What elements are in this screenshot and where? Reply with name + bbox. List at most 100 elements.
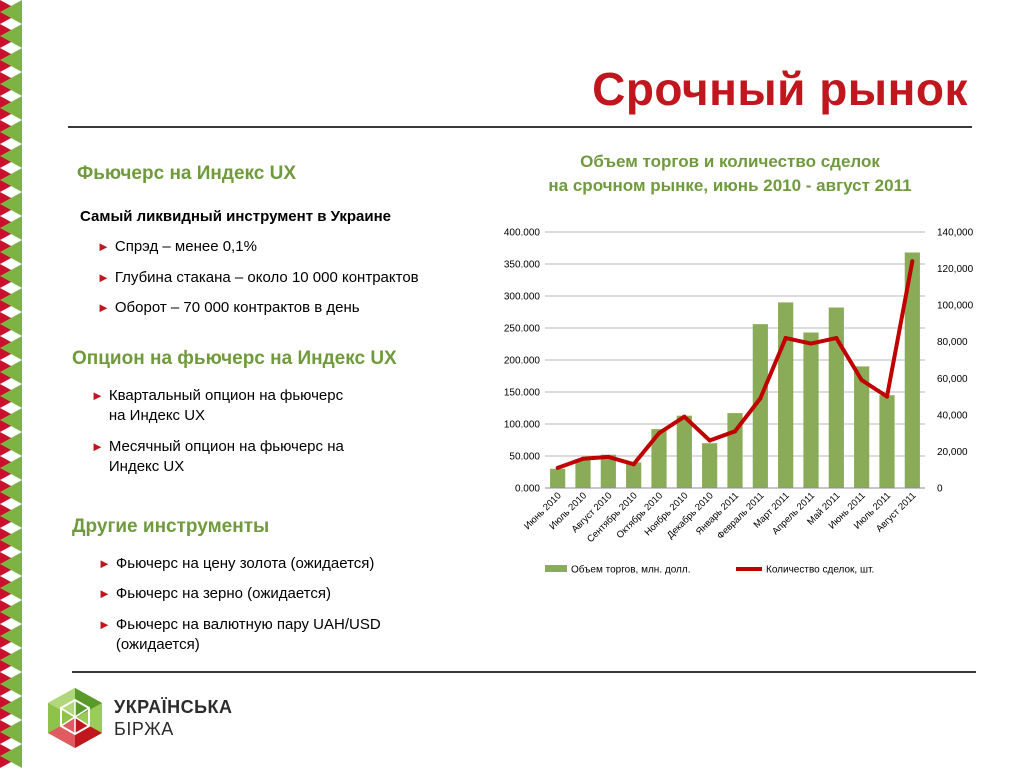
- volume-bar: [879, 395, 895, 488]
- hexagon-logo-icon: [48, 688, 102, 748]
- border-triangle-green: [0, 288, 22, 312]
- border-triangle-green: [0, 624, 22, 648]
- border-triangle-green: [0, 528, 22, 552]
- bullet-text-line: Месячный опцион на фьючерс на: [108, 438, 344, 455]
- bullet-text: Фьючерс на зерно (ожидается): [115, 585, 332, 602]
- bullet-item: ► Месячный опцион на фьючерс на Индекс U…: [91, 437, 471, 477]
- border-triangle-green: [0, 336, 22, 360]
- y-left-tick-label: 400.000: [504, 228, 541, 239]
- bullet-item: ► Спрэд – менее 0,1%: [97, 237, 477, 257]
- border-triangle-green: [0, 144, 22, 168]
- deals-count-point: [885, 394, 889, 399]
- border-triangle-green: [0, 432, 22, 456]
- bullet-arrow-icon: ►: [91, 439, 104, 454]
- y-right-tick-label: 80,000: [937, 337, 968, 348]
- chart-title-line: Объем торгов и количество сделок: [580, 152, 880, 171]
- border-triangle-green: [0, 48, 22, 72]
- section-title-index-options: Опцион на фьючерс на Индекс UX: [72, 348, 397, 369]
- bullet-text-line: Квартальный опцион на фьючерс: [108, 387, 344, 404]
- slide-title: Срочный рынок: [592, 63, 968, 115]
- decorative-border-strip: [0, 0, 22, 768]
- bullet-arrow-icon: ►: [98, 586, 111, 601]
- deals-count-point: [809, 341, 813, 346]
- volume-bar: [803, 332, 819, 488]
- section-title-index-futures: Фьючерс на Индекс UX: [77, 163, 297, 184]
- bullet-item: ► Квартальный опцион на фьючерс на Индек…: [91, 386, 471, 426]
- deals-count-point: [707, 438, 712, 443]
- bullet-arrow-icon: ►: [97, 300, 110, 315]
- volume-bar: [752, 324, 768, 488]
- y-left-tick-label: 50.000: [509, 452, 540, 463]
- y-left-tick-label: 300.000: [504, 292, 541, 303]
- border-triangle-green: [0, 600, 22, 624]
- deals-count-point: [834, 336, 839, 341]
- bullet-item: ► Глубина стакана – около 10 000 контрак…: [97, 268, 477, 288]
- bullet-arrow-icon: ►: [98, 556, 111, 571]
- bottom-divider: [72, 671, 976, 673]
- volume-deals-chart: 0.000 50.000 100.000 150.000 200.000 250.000 3…: [504, 228, 974, 576]
- legend-swatch-volume: [545, 565, 567, 572]
- y-left-tick-label: 100.000: [504, 420, 541, 431]
- volume-bar: [550, 468, 566, 488]
- exchange-logo: УКРАЇНСЬКА БІРЖА: [44, 684, 244, 754]
- border-triangle-green: [0, 96, 22, 120]
- bullet-text: Квартальный опцион на фьючерс на Индекс …: [109, 386, 343, 426]
- deals-count-point: [783, 336, 788, 341]
- volume-bar: [676, 415, 692, 488]
- border-triangle-green: [0, 696, 22, 720]
- deals-count-point: [910, 259, 915, 264]
- volume-bar: [778, 302, 794, 488]
- deals-count-point: [682, 414, 687, 419]
- bullet-text-line: Фьючерс на валютную пару UAH/USD: [115, 616, 381, 633]
- border-triangle-green: [0, 216, 22, 240]
- volume-bar: [626, 462, 642, 488]
- border-triangle-green: [0, 672, 22, 696]
- volume-bar: [828, 307, 844, 488]
- bullet-text: Оборот – 70 000 контрактов в день: [114, 299, 360, 316]
- deals-count-point: [859, 378, 864, 383]
- bullet-text: Месячный опцион на фьючерс на Индекс UX: [109, 437, 344, 477]
- deals-count-point: [581, 456, 585, 461]
- y-right-tick-label: 120,000: [937, 264, 974, 275]
- section-title-other-instruments: Другие инструменты: [72, 516, 270, 537]
- y-right-tick-label: 140,000: [937, 228, 974, 239]
- y-right-tick-label: 100,000: [937, 301, 974, 312]
- y-left-tick-label: 150.000: [504, 388, 541, 399]
- deals-count-point: [758, 396, 763, 401]
- y-right-tick-label: 0: [937, 484, 943, 495]
- border-triangle-green: [0, 264, 22, 288]
- bullet-arrow-icon: ►: [91, 388, 104, 403]
- border-triangle-green: [0, 0, 22, 24]
- bullet-arrow-icon: ►: [97, 270, 110, 285]
- border-triangle-green: [0, 384, 22, 408]
- y-left-tick-label: 350.000: [504, 260, 541, 271]
- bullet-item: ► Фьючерс на цену золота (ожидается): [98, 554, 478, 574]
- border-triangle-green: [0, 192, 22, 216]
- y-left-tick-label: 0.000: [515, 484, 540, 495]
- y-left-tick-label: 200.000: [504, 356, 541, 367]
- border-triangle-green: [0, 648, 22, 672]
- logo-text-secondary: БІРЖА: [114, 719, 174, 739]
- bullet-text: Фьючерс на цену золота (ожидается): [115, 555, 375, 572]
- chart-title-line: на срочном рынке, июнь 2010 - август 201…: [548, 176, 912, 195]
- border-triangle-green: [0, 480, 22, 504]
- volume-bar: [854, 366, 870, 488]
- volume-bar: [575, 459, 591, 488]
- border-triangle-green: [0, 360, 22, 384]
- border-triangle-green: [0, 24, 22, 48]
- logo-text-primary: УКРАЇНСЬКА: [114, 697, 233, 717]
- bullet-text-line: на Индекс UX: [108, 407, 206, 424]
- deals-count-point: [631, 462, 636, 467]
- deals-count-point: [555, 465, 560, 470]
- bullet-text-line: (ожидается): [115, 636, 200, 653]
- bullet-text: Фьючерс на валютную пару UAH/USD (ожидае…: [116, 615, 381, 655]
- border-triangle-green: [0, 312, 22, 336]
- legend-label-volume: Объем торгов, млн. долл.: [571, 564, 691, 576]
- volume-bar: [651, 429, 667, 488]
- bullet-text: Спрэд – менее 0,1%: [114, 238, 257, 255]
- bullet-item: ► Оборот – 70 000 контрактов в день: [97, 298, 477, 318]
- bullet-arrow-icon: ►: [97, 239, 110, 254]
- bullet-text-line: Индекс UX: [108, 458, 185, 475]
- border-triangle-green: [0, 720, 22, 744]
- volume-bar: [600, 454, 616, 488]
